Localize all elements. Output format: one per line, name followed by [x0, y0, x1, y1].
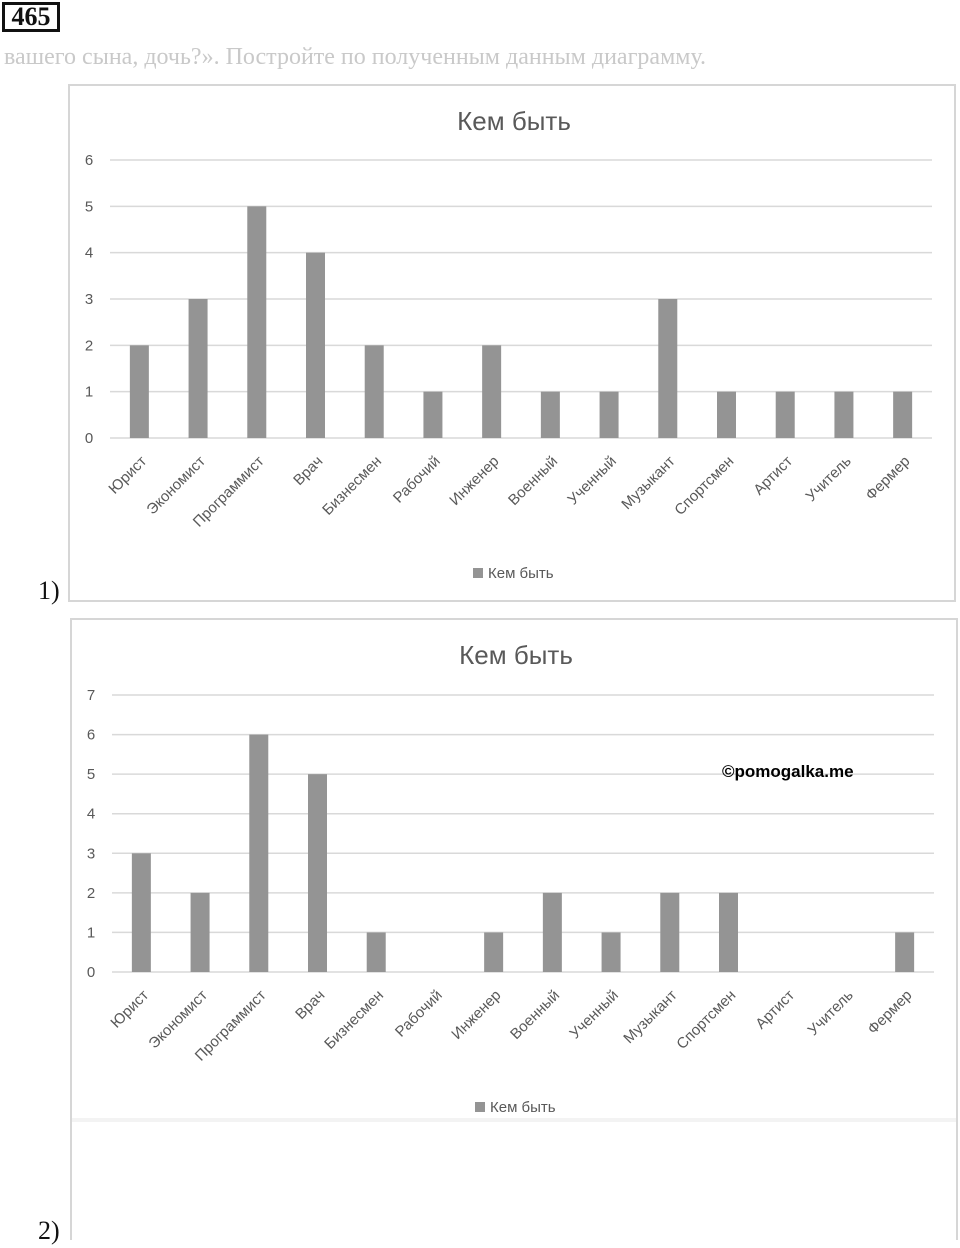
chart-2-label: 2): [38, 1216, 60, 1245]
chart-1-xtick-label-3: Врач: [290, 453, 326, 489]
chart-1-bar-3: [306, 252, 325, 438]
chart-1-ytick-label-2: 2: [85, 337, 93, 354]
chart-1-bar-1: [188, 299, 208, 438]
task-text: вашего сына, дочь?». Постройте по получе…: [4, 44, 707, 70]
chart-2-bar-9: [660, 892, 680, 972]
chart-2-xtick-label-5: Рабочий: [392, 987, 446, 1041]
chart-1-bar-6: [482, 345, 502, 438]
chart-1-ytick-label-0: 0: [85, 430, 93, 447]
chart-1-xtick-label-9: Музыкант: [618, 453, 678, 513]
chart-1-xtick-label-13: Фермер: [862, 453, 913, 504]
chart-1-bar-12: [834, 391, 854, 438]
chart-2-bar-10: [719, 892, 738, 972]
chart-1-ytick-label-6: 6: [85, 152, 93, 169]
chart-1-ytick-label-3: 3: [85, 291, 93, 308]
chart-2-legend: Кем быть: [475, 1099, 556, 1116]
chart-1-bar-2: [247, 206, 267, 438]
chart-1-bar-9: [658, 299, 678, 438]
chart-2-xtick-label-4: Бизнесмен: [321, 987, 387, 1053]
chart-1-legend: Кем быть: [473, 565, 554, 582]
chart-1-bar-11: [775, 391, 795, 438]
chart-1-xtick-label-11: Артист: [750, 453, 796, 499]
chart-1-bar-8: [599, 391, 619, 438]
chart-2-bar-0: [131, 853, 151, 972]
chart-2-ytick-label-7: 7: [87, 687, 95, 704]
chart-2-ytick-label-1: 1: [87, 924, 95, 941]
chart-2-bar-7: [542, 892, 562, 972]
chart-1-svg: Кем быть0123456ЮристЭкономистПрограммист…: [85, 106, 932, 582]
chart-1-xtick-label-8: Ученный: [564, 453, 619, 508]
chart-2-legend-swatch: [475, 1102, 485, 1112]
chart-2-ytick-label-3: 3: [87, 845, 95, 862]
task-number: 465: [2, 2, 60, 32]
chart-2-xtick-label-11: Артист: [752, 987, 798, 1033]
chart-1-legend-label: Кем быть: [488, 565, 554, 582]
chart-2: Кем быть 0 1 2 3 4 5 6 7 Юрист Экономист Программис…: [70, 618, 958, 1240]
chart-2-bar-2: [249, 734, 269, 972]
chart-2-bar-6: [484, 932, 504, 972]
chart-2-xtick-label-12: Учитель: [805, 987, 857, 1039]
chart-2-bar-1: [190, 892, 210, 972]
chart-1-ytick-label-5: 5: [85, 198, 93, 215]
chart-2-xtick-label-7: Военный: [507, 987, 563, 1043]
chart-2-xtick-label-6: Инженер: [448, 987, 504, 1043]
chart-2-xtick-label-0: Юрист: [107, 987, 152, 1032]
chart-1-ytick-label-1: 1: [85, 384, 93, 401]
chart-2-bar-3: [308, 774, 327, 972]
chart-1-legend-swatch: [473, 568, 483, 578]
chart-1-xtick-label-0: Юрист: [105, 453, 150, 498]
chart-2-bar-4: [366, 932, 386, 972]
chart-2-xtick-label-3: Врач: [292, 987, 328, 1023]
chart-1-bar-4: [364, 345, 384, 438]
chart-2-legend-label: Кем быть: [490, 1099, 556, 1116]
chart-1-xtick-label-12: Учитель: [803, 453, 855, 505]
chart-1-xtick-label-4: Бизнесмен: [319, 453, 385, 519]
chart-1-xtick-label-5: Рабочий: [390, 453, 444, 507]
chart-2-xtick-label-10: Спортсмен: [673, 987, 739, 1053]
chart-2-ytick-label-6: 6: [87, 727, 95, 744]
chart-1-bar-7: [540, 391, 560, 438]
chart-2-svg: Кем быть01234567ЮристЭкономистПрограммис…: [87, 640, 934, 1116]
chart-1-bar-5: [423, 391, 443, 438]
chart-2-ytick-label-5: 5: [87, 766, 95, 783]
chart-1-ytick-label-4: 4: [85, 245, 93, 262]
chart-1-bar-0: [129, 345, 149, 438]
watermark: ©pomogalka.me: [722, 762, 854, 781]
chart-2-xtick-label-9: Музыкант: [620, 987, 680, 1047]
chart-2-ytick-label-0: 0: [87, 964, 95, 981]
chart-1-xtick-label-7: Военный: [505, 453, 561, 509]
chart-1-xtick-label-6: Инженер: [446, 453, 502, 509]
ghost-band: [72, 1118, 956, 1122]
chart-1-label: 1): [38, 576, 60, 605]
chart-1-title: Кем быть: [457, 106, 571, 136]
chart-2-title: Кем быть: [459, 640, 573, 670]
chart-1: Кем быть 0 1 2 3 4 5 6 Юрист Экономист Программист…: [68, 84, 956, 602]
chart-2-bar-13: [895, 932, 915, 972]
chart-1-bar-10: [717, 391, 736, 438]
chart-2-ytick-label-2: 2: [87, 885, 95, 902]
chart-2-xtick-label-8: Ученный: [566, 987, 621, 1042]
chart-2-xtick-label-13: Фермер: [864, 987, 915, 1038]
chart-2-ytick-label-4: 4: [87, 806, 95, 823]
chart-1-xtick-label-10: Спортсмен: [671, 453, 737, 519]
chart-1-bar-13: [893, 391, 913, 438]
chart-2-bar-8: [601, 932, 621, 972]
